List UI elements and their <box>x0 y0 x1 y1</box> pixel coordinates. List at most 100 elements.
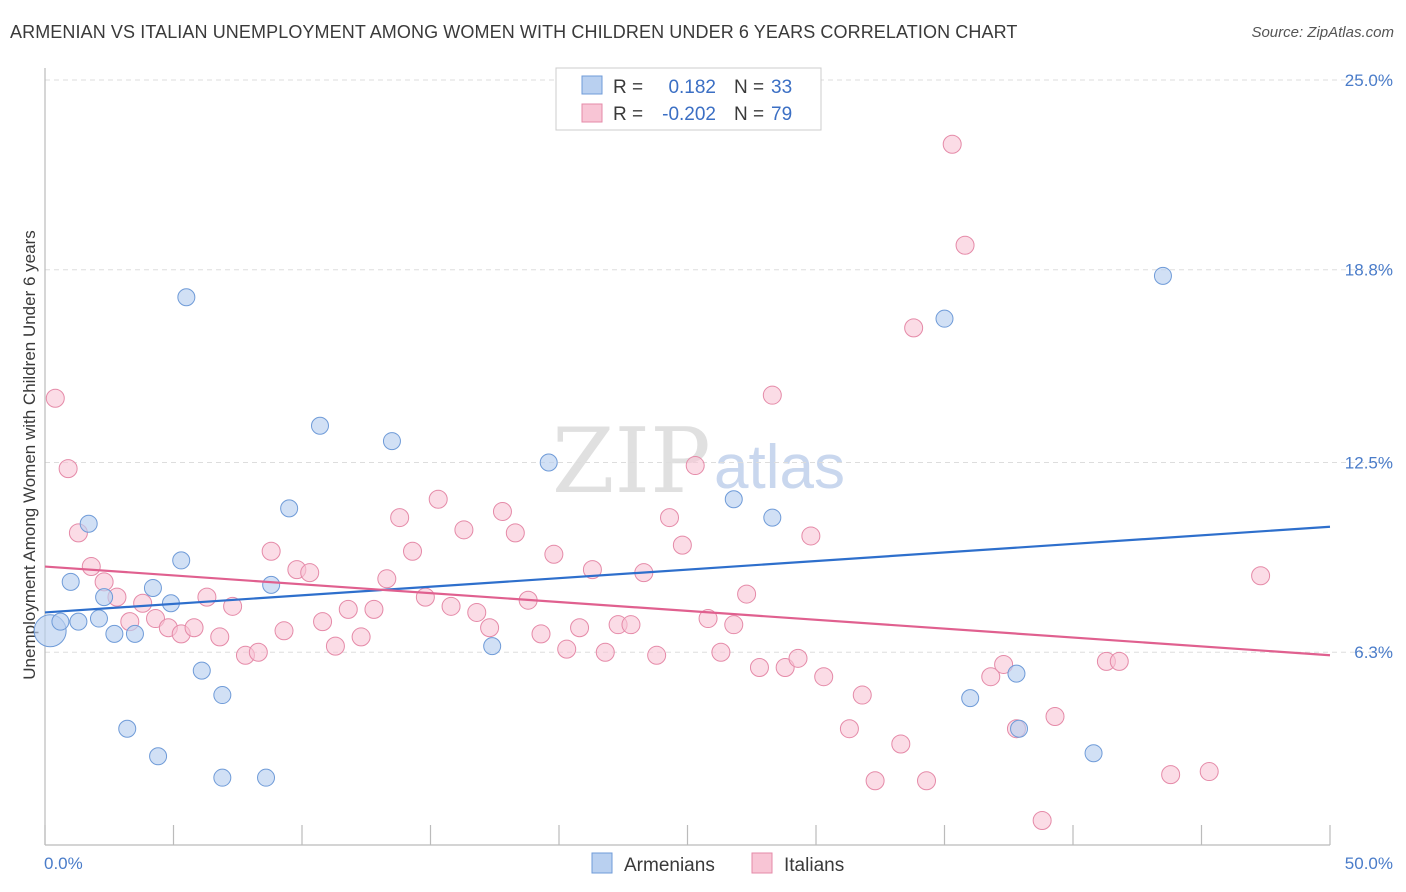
italian-point <box>904 318 924 338</box>
armenian-trend-line <box>44 525 1331 614</box>
italian-point <box>505 523 525 543</box>
italian-point <box>981 667 1001 687</box>
bottom-legend-italians: Italians <box>784 855 844 876</box>
italian-point <box>454 520 474 540</box>
armenian-point <box>118 719 137 738</box>
legend-r-label: R = <box>613 104 643 125</box>
bottom-legend-swatch-armenians <box>591 852 613 874</box>
italian-point <box>531 624 551 644</box>
y-tick-label: 12.5% <box>1345 454 1393 473</box>
italian-point <box>814 667 834 687</box>
x-tick-labels: 0.0% 50.0% <box>44 854 1393 873</box>
italian-point <box>338 599 358 619</box>
legend-r-value: 0.182 <box>668 77 716 98</box>
armenian-point <box>1153 266 1172 285</box>
italian-point <box>1109 651 1129 671</box>
armenian-point <box>310 416 329 435</box>
italian-point <box>852 685 872 705</box>
legend-n-value: 33 <box>771 77 792 98</box>
italian-point <box>942 134 962 154</box>
italian-point <box>364 599 384 619</box>
armenian-point <box>79 514 98 533</box>
legend-r-label: R = <box>613 77 643 98</box>
italian-point <box>197 587 217 607</box>
italian-point <box>698 609 718 629</box>
armenian-point <box>125 624 144 643</box>
armenian-point <box>89 609 108 628</box>
armenian-point <box>1007 664 1026 683</box>
armenian-point <box>961 689 980 708</box>
bottom-legend-armenians: Armenians <box>624 855 715 876</box>
armenian-point <box>1010 719 1029 738</box>
chart-title: ARMENIAN VS ITALIAN UNEMPLOYMENT AMONG W… <box>10 22 1018 42</box>
italian-point <box>557 639 577 659</box>
italian-point <box>325 636 345 656</box>
y-axis-label: Unemployment Among Women with Children U… <box>20 230 39 679</box>
italian-point <box>133 593 153 613</box>
italian-point <box>544 544 564 564</box>
italian-point <box>672 535 692 555</box>
italian-point <box>428 489 448 509</box>
italian-point <box>261 541 281 561</box>
italian-point <box>788 648 808 668</box>
italian-point <box>480 618 500 638</box>
armenian-point <box>1084 744 1103 763</box>
armenian-point <box>213 686 232 705</box>
italian-point <box>891 734 911 754</box>
italian-trend-line <box>44 565 1331 657</box>
italian-point <box>775 658 795 678</box>
italian-point <box>313 612 333 632</box>
italian-point <box>801 526 821 546</box>
italian-point <box>865 771 885 791</box>
italian-points <box>45 134 1271 831</box>
italian-point <box>377 569 397 589</box>
armenian-point <box>539 453 558 472</box>
italian-point <box>647 645 667 665</box>
italian-point <box>595 642 615 662</box>
italian-point <box>210 627 230 647</box>
armenian-point <box>724 490 743 509</box>
source-label: Source: ZipAtlas.com <box>1251 24 1394 41</box>
armenian-point <box>51 612 70 631</box>
armenian-point <box>257 768 276 787</box>
italian-point <box>146 609 166 629</box>
legend-n-label: N = <box>734 104 764 125</box>
armenian-point <box>280 499 299 518</box>
italian-point <box>762 385 782 405</box>
axes <box>44 68 1331 846</box>
italian-point <box>1251 566 1271 586</box>
y-tick-label: 18.8% <box>1345 261 1393 280</box>
y-tick-labels: 6.3% 12.5% 18.8% 25.0% <box>1345 71 1393 662</box>
armenian-point <box>483 637 502 656</box>
armenian-point <box>95 588 114 607</box>
bottom-legend: Armenians Italians <box>591 852 844 876</box>
italian-point <box>724 615 744 635</box>
watermark-zip: ZIP <box>552 409 711 514</box>
armenian-point <box>262 575 281 594</box>
armenian-point <box>143 578 162 597</box>
italian-point <box>390 508 410 528</box>
italian-point <box>917 771 937 791</box>
italian-point <box>248 642 268 662</box>
armenian-point <box>69 612 88 631</box>
italian-point <box>621 615 641 635</box>
italian-point <box>570 618 590 638</box>
italian-point <box>839 719 859 739</box>
italian-point <box>1199 762 1219 782</box>
legend-n-value: 79 <box>771 104 792 125</box>
italian-point <box>300 563 320 583</box>
italian-point <box>184 618 204 638</box>
armenian-point <box>763 508 782 527</box>
x-tick-label: 0.0% <box>44 854 83 873</box>
armenian-point <box>105 624 124 643</box>
italian-point <box>1161 765 1181 785</box>
y-tick-label: 25.0% <box>1345 71 1393 90</box>
legend-swatch-italians <box>581 103 603 123</box>
italian-point <box>749 658 769 678</box>
italian-point <box>58 459 78 479</box>
italian-point <box>45 388 65 408</box>
y-tick-label: 6.3% <box>1354 643 1393 662</box>
italian-point <box>737 584 757 604</box>
armenian-point <box>61 572 80 591</box>
